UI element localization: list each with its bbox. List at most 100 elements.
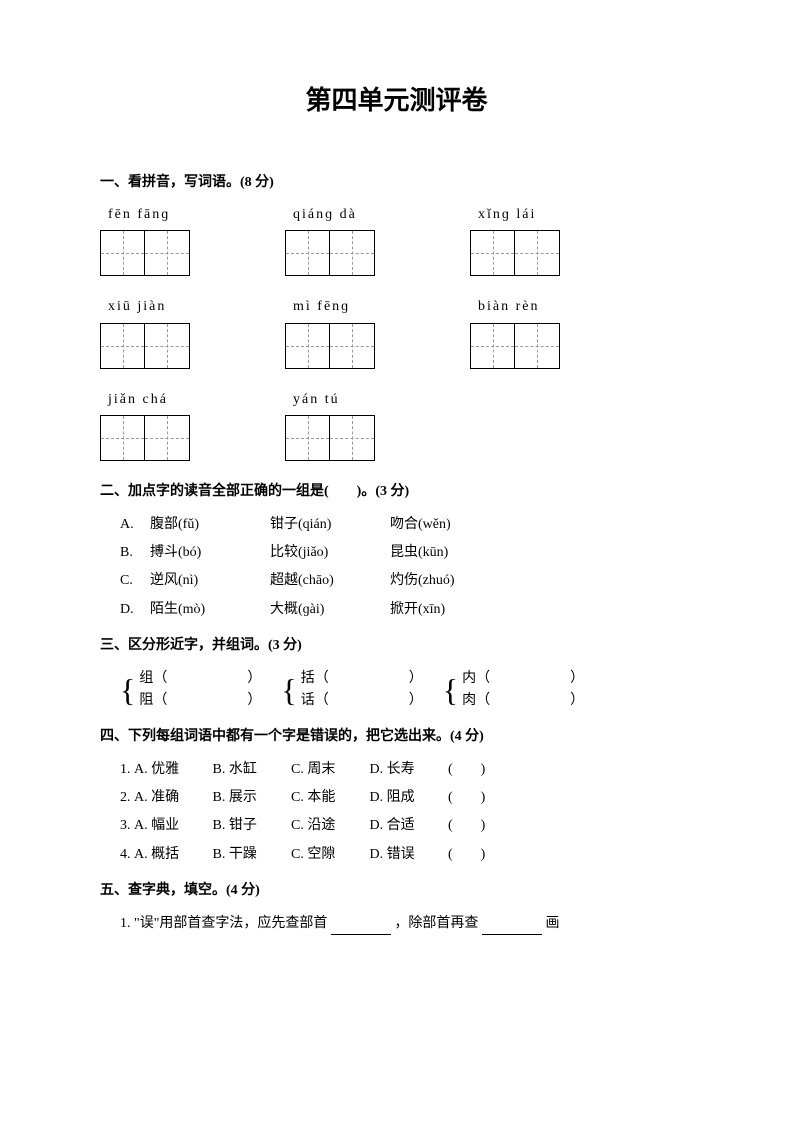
pinyin-item: yán tú bbox=[285, 389, 375, 461]
error-num: 3. bbox=[120, 818, 131, 833]
error-num: 1. bbox=[120, 762, 131, 777]
section2-heading: 二、加点字的读音全部正确的一组是( )。(3 分) bbox=[100, 481, 693, 503]
fill-text-b: ，除部首再查 bbox=[394, 916, 478, 931]
option-letter: D. bbox=[120, 599, 150, 621]
error-opt: A. 优雅 bbox=[134, 759, 209, 781]
pinyin-item: xiū jiàn bbox=[100, 296, 190, 368]
option-word: 搏斗(bó) bbox=[150, 542, 270, 564]
pinyin-item: qiánɡ dà bbox=[285, 204, 375, 276]
page-title: 第四单元测评卷 bbox=[100, 80, 693, 122]
error-line: 1. A. 优雅 B. 水缸 C. 周末 D. 长寿 ( ) bbox=[100, 759, 693, 781]
error-opt: C. 沿途 bbox=[291, 815, 366, 837]
tian-box bbox=[470, 230, 560, 276]
pinyin-label: mì fēnɡ bbox=[285, 296, 350, 318]
section5-heading: 五、查字典，填空。(4 分) bbox=[100, 880, 693, 902]
option-line: B. 搏斗(bó) 比较(jiǎo) 昆虫(kūn) bbox=[100, 542, 693, 564]
brace-icon: { bbox=[120, 674, 135, 706]
brace-bottom: 话（ bbox=[301, 690, 329, 712]
section1-heading: 一、看拼音，写词语。(8 分) bbox=[100, 172, 693, 194]
pinyin-item: fēn fānɡ bbox=[100, 204, 190, 276]
option-word: 大概(ɡài) bbox=[270, 599, 390, 621]
close-paren: ） bbox=[409, 690, 423, 712]
pinyin-label: xiū jiàn bbox=[100, 296, 166, 318]
pinyin-row-1: fēn fānɡ qiánɡ dà xǐnɡ lái bbox=[100, 204, 693, 276]
error-opt: D. 阻成 bbox=[370, 787, 445, 809]
error-opt: D. 长寿 bbox=[370, 759, 445, 781]
brace-bottom: 阻（ bbox=[139, 690, 167, 712]
underline-blank bbox=[482, 919, 542, 935]
error-opt: B. 钳子 bbox=[213, 815, 288, 837]
option-line: D. 陌生(mò) 大概(ɡài) 掀开(xīn) bbox=[100, 599, 693, 621]
close-paren: ） bbox=[247, 668, 261, 690]
error-line: 2. A. 准确 B. 展示 C. 本能 D. 阻成 ( ) bbox=[100, 787, 693, 809]
error-opt: C. 本能 bbox=[291, 787, 366, 809]
pinyin-label: qiánɡ dà bbox=[285, 204, 357, 226]
error-num: 2. bbox=[120, 790, 131, 805]
error-opt: C. 空隙 bbox=[291, 844, 366, 866]
pinyin-label: yán tú bbox=[285, 389, 340, 411]
pinyin-item: biàn rèn bbox=[470, 296, 560, 368]
section4-heading: 四、下列每组词语中都有一个字是错误的，把它选出来。(4 分) bbox=[100, 726, 693, 748]
brace-top: 组（ bbox=[139, 668, 167, 690]
close-paren: ） bbox=[570, 668, 584, 690]
option-word: 腹部(fǔ) bbox=[150, 514, 270, 536]
close-paren: ） bbox=[409, 668, 423, 690]
fill-text-a: 1. "误"用部首查字法，应先查部首 bbox=[120, 916, 327, 931]
brace-icon: { bbox=[281, 674, 296, 706]
tian-box bbox=[100, 230, 190, 276]
option-word: 灼伤(zhuó) bbox=[390, 570, 510, 592]
fill-text-c: 画 bbox=[545, 916, 559, 931]
error-opt: C. 周末 bbox=[291, 759, 366, 781]
option-word: 比较(jiǎo) bbox=[270, 542, 390, 564]
option-word: 逆风(nì) bbox=[150, 570, 270, 592]
error-opt: A. 准确 bbox=[134, 787, 209, 809]
brace-top: 内（ bbox=[462, 668, 490, 690]
section3-heading: 三、区分形近字，并组词。(3 分) bbox=[100, 635, 693, 657]
error-line: 3. A. 幅业 B. 钳子 C. 沿途 D. 合适 ( ) bbox=[100, 815, 693, 837]
option-letter: A. bbox=[120, 514, 150, 536]
tian-box bbox=[285, 415, 375, 461]
error-opt: D. 错误 bbox=[370, 844, 445, 866]
tian-box bbox=[100, 415, 190, 461]
brace-group: { 组（ ） 阻（ ） bbox=[120, 668, 261, 713]
close-paren: ） bbox=[247, 690, 261, 712]
error-opt: A. 概括 bbox=[134, 844, 209, 866]
error-tail: ( ) bbox=[448, 847, 485, 862]
pinyin-label: fēn fānɡ bbox=[100, 204, 170, 226]
brace-bottom: 肉（ bbox=[462, 690, 490, 712]
option-word: 超越(chāo) bbox=[270, 570, 390, 592]
option-letter: B. bbox=[120, 542, 150, 564]
underline-blank bbox=[331, 919, 391, 935]
error-opt: B. 水缸 bbox=[213, 759, 288, 781]
pinyin-item: mì fēnɡ bbox=[285, 296, 375, 368]
error-opt: D. 合适 bbox=[370, 815, 445, 837]
brace-icon: { bbox=[443, 674, 458, 706]
error-opt: B. 展示 bbox=[213, 787, 288, 809]
option-word: 钳子(qián) bbox=[270, 514, 390, 536]
pinyin-label: jiǎn chá bbox=[100, 389, 168, 411]
pinyin-item: jiǎn chá bbox=[100, 389, 190, 461]
option-letter: C. bbox=[120, 570, 150, 592]
pinyin-row-2: xiū jiàn mì fēnɡ biàn rèn bbox=[100, 296, 693, 368]
error-tail: ( ) bbox=[448, 762, 485, 777]
option-line: C. 逆风(nì) 超越(chāo) 灼伤(zhuó) bbox=[100, 570, 693, 592]
pinyin-label: xǐnɡ lái bbox=[470, 204, 536, 226]
option-line: A. 腹部(fǔ) 钳子(qián) 吻合(wěn) bbox=[100, 514, 693, 536]
error-opt: A. 幅业 bbox=[134, 815, 209, 837]
pinyin-item: xǐnɡ lái bbox=[470, 204, 560, 276]
error-num: 4. bbox=[120, 847, 131, 862]
fill-line: 1. "误"用部首查字法，应先查部首 ，除部首再查 画 bbox=[100, 913, 693, 935]
error-tail: ( ) bbox=[448, 818, 485, 833]
close-paren: ） bbox=[570, 690, 584, 712]
error-tail: ( ) bbox=[448, 790, 485, 805]
tian-box bbox=[100, 323, 190, 369]
tian-box bbox=[470, 323, 560, 369]
brace-group: { 括（ ） 话（ ） bbox=[281, 668, 422, 713]
option-word: 掀开(xīn) bbox=[390, 599, 510, 621]
brace-top: 括（ bbox=[301, 668, 329, 690]
option-word: 陌生(mò) bbox=[150, 599, 270, 621]
pinyin-label: biàn rèn bbox=[470, 296, 539, 318]
error-line: 4. A. 概括 B. 干躁 C. 空隙 D. 错误 ( ) bbox=[100, 844, 693, 866]
tian-box bbox=[285, 323, 375, 369]
pinyin-row-3: jiǎn chá yán tú bbox=[100, 389, 693, 461]
